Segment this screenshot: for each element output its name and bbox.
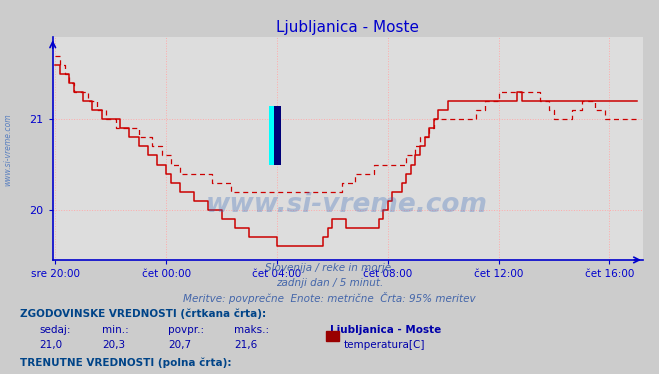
Text: 21,0: 21,0 <box>40 340 63 350</box>
Text: zadnji dan / 5 minut.: zadnji dan / 5 minut. <box>276 278 383 288</box>
Text: Meritve: povprečne  Enote: metrične  Črta: 95% meritev: Meritve: povprečne Enote: metrične Črta:… <box>183 292 476 304</box>
Text: 20,7: 20,7 <box>168 340 191 350</box>
Text: sedaj:: sedaj: <box>40 325 71 335</box>
Bar <box>274 105 281 165</box>
Text: Ljubljanica - Moste: Ljubljanica - Moste <box>330 325 441 335</box>
Bar <box>269 105 275 165</box>
Text: temperatura[C]: temperatura[C] <box>344 340 426 350</box>
Text: povpr.:: povpr.: <box>168 325 204 335</box>
Text: min.:: min.: <box>102 325 129 335</box>
Text: www.si-vreme.com: www.si-vreme.com <box>205 193 487 218</box>
Text: Slovenija / reke in morje.: Slovenija / reke in morje. <box>265 263 394 273</box>
Text: TRENUTNE VREDNOSTI (polna črta):: TRENUTNE VREDNOSTI (polna črta): <box>20 358 231 368</box>
Title: Ljubljanica - Moste: Ljubljanica - Moste <box>276 20 419 35</box>
Text: maks.:: maks.: <box>234 325 269 335</box>
Text: ZGODOVINSKE VREDNOSTI (črtkana črta):: ZGODOVINSKE VREDNOSTI (črtkana črta): <box>20 309 266 319</box>
Text: 20,3: 20,3 <box>102 340 125 350</box>
Bar <box>269 105 281 165</box>
Text: www.si-vreme.com: www.si-vreme.com <box>3 113 13 186</box>
Text: 21,6: 21,6 <box>234 340 257 350</box>
